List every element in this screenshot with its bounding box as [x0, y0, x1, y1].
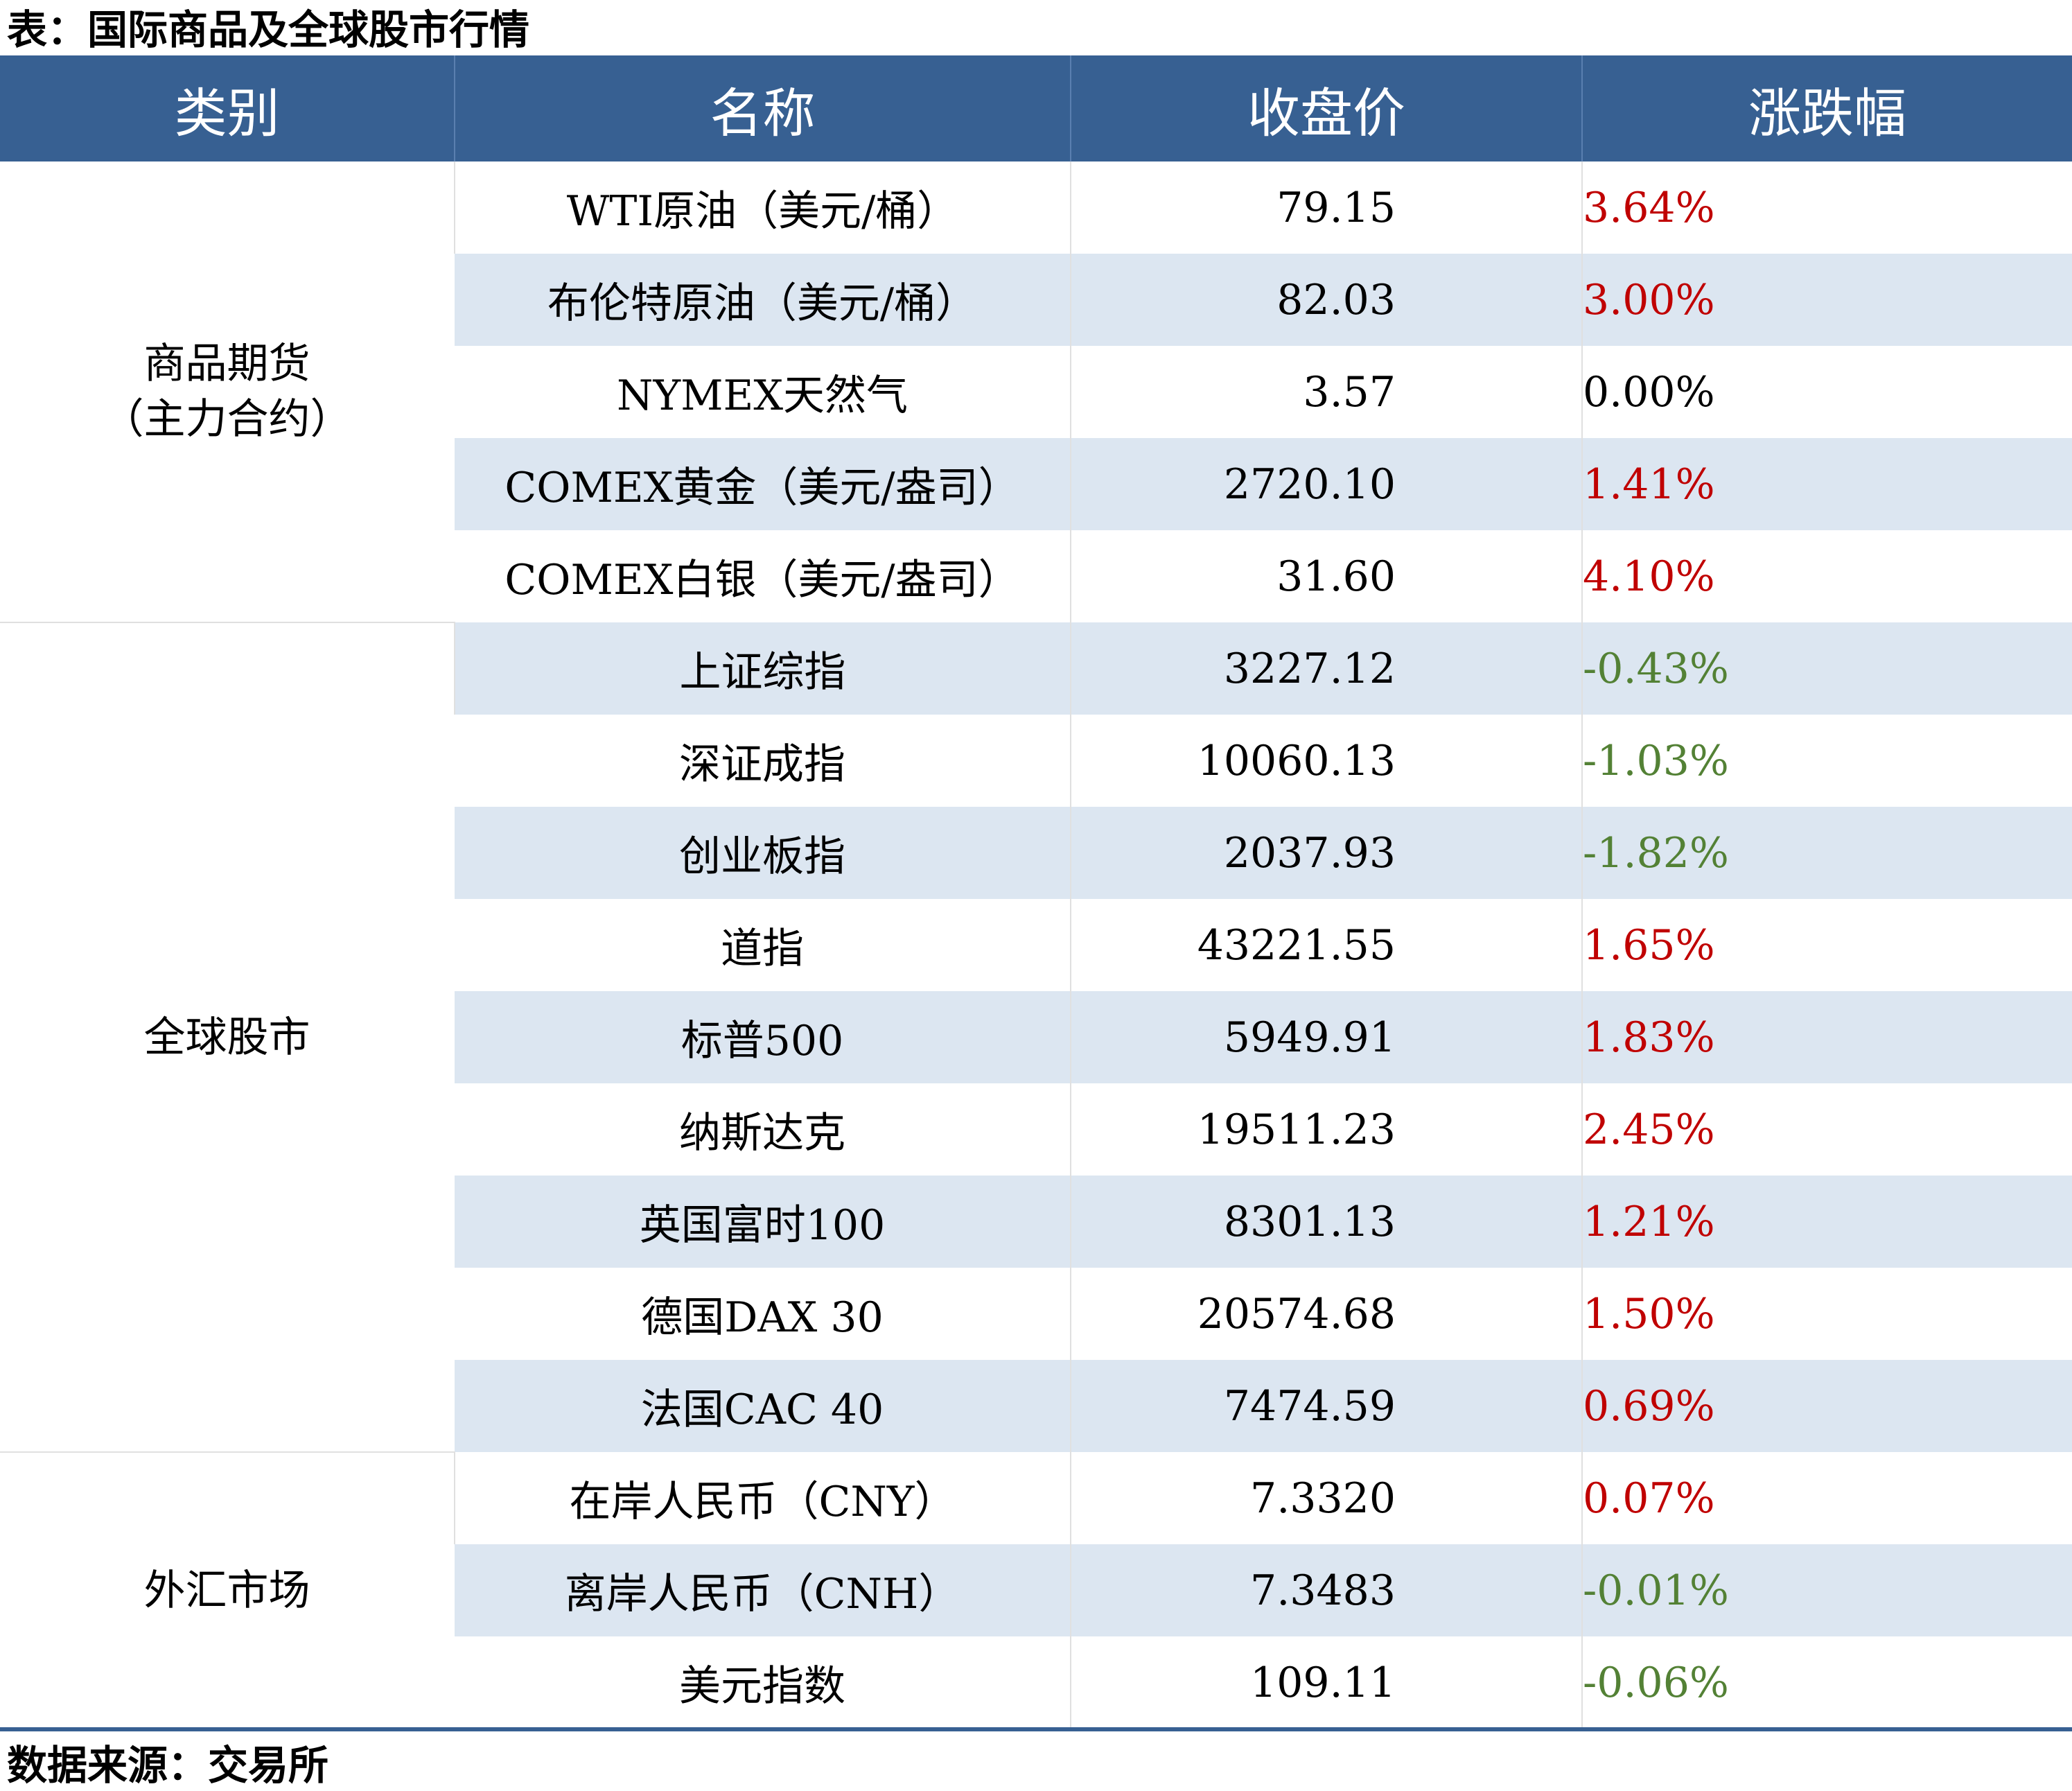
- header-category: 类别: [0, 55, 455, 161]
- change-cell: 2.45%: [1581, 1083, 2072, 1176]
- price-cell: 3227.12: [1070, 622, 1582, 715]
- name-cell: 在岸人民币（CNY）: [454, 1452, 1071, 1544]
- change-cell: 4.10%: [1581, 530, 2072, 622]
- category-cell: 全球股市: [0, 622, 455, 1453]
- name-cell: 布伦特原油（美元/桶）: [455, 254, 1071, 346]
- table-row: 深证成指 10060.13 -1.03%: [0, 715, 2072, 807]
- name-cell: 上证综指: [454, 622, 1071, 715]
- table-row: 布伦特原油（美元/桶） 82.03 3.00%: [0, 254, 2072, 346]
- table-row: 道指 43221.55 1.65%: [0, 899, 2072, 991]
- price-cell: 3.57: [1070, 346, 1582, 438]
- name-cell: 美元指数: [679, 1662, 845, 1711]
- name-cell: COMEX黄金（美元/盎司）: [455, 438, 1071, 530]
- table-row: 商品期货 （主力合约） WTI原油（美元/桶） 79.15 3.64%: [0, 161, 2072, 623]
- change-cell: -0.06%: [1581, 1636, 2072, 1729]
- change-cell: -0.43%: [1581, 622, 2072, 715]
- name-cell: 标普500: [455, 991, 1071, 1083]
- name-cell: 创业板指: [455, 807, 1071, 899]
- change-cell: -1.82%: [1581, 807, 2072, 899]
- table-row: COMEX白银（美元/盎司） 31.60 4.10%: [0, 530, 2072, 622]
- bottom-divider: [0, 1727, 2072, 1731]
- change-cell: 0.00%: [1581, 346, 2072, 438]
- price-cell: 19511.23: [1070, 1083, 1582, 1176]
- price-cell: 7474.59: [1070, 1360, 1582, 1452]
- table-row: 全球股市 上证综指 3227.12 -0.43%: [0, 622, 2072, 1453]
- market-table: 类别 名称 收盘价 涨跌幅 商品期货 （主力合约） WTI原油（美元/桶） 79.15…: [0, 55, 2072, 1729]
- name-cell: NYMEX天然气: [616, 372, 908, 420]
- category-cell: 商品期货 （主力合约）: [0, 161, 455, 623]
- table-row: NYMEX天然气 3.57 0.00%: [0, 346, 2072, 438]
- table-row: COMEX黄金（美元/盎司） 2720.10 1.41%: [0, 438, 2072, 530]
- change-cell: 1.50%: [1581, 1268, 2072, 1360]
- table-row: 外汇市场 在岸人民币（CNY） 7.3320 0.07%: [0, 1452, 2072, 1729]
- name-cell: 道指: [721, 925, 804, 973]
- change-cell: 3.64%: [1581, 161, 2072, 254]
- change-cell: -1.03%: [1581, 715, 2072, 807]
- name-cell: WTI原油（美元/桶）: [454, 161, 1071, 254]
- price-cell: 8301.13: [1070, 1176, 1582, 1268]
- change-cell: 0.07%: [1581, 1452, 2072, 1544]
- change-cell: 0.69%: [1581, 1360, 2072, 1452]
- price-cell: 2720.10: [1070, 438, 1582, 530]
- table-row: 离岸人民币（CNH） 7.3483 -0.01%: [0, 1544, 2072, 1636]
- name-cell: COMEX白银（美元/盎司）: [504, 556, 1020, 604]
- category-cell: 外汇市场: [0, 1452, 455, 1729]
- price-cell: 20574.68: [1070, 1268, 1582, 1360]
- table-row: 标普500 5949.91 1.83%: [0, 991, 2072, 1083]
- source-note: 数据来源：交易所: [7, 1742, 329, 1789]
- name-cell: 法国CAC 40: [455, 1360, 1071, 1452]
- header-price: 收盘价: [1070, 55, 1582, 161]
- table-row: 法国CAC 40 7474.59 0.69%: [0, 1360, 2072, 1452]
- price-cell: 79.15: [1070, 161, 1582, 254]
- price-cell: 7.3320: [1070, 1452, 1582, 1544]
- change-cell: -0.01%: [1581, 1544, 2072, 1636]
- header-row: 类别 名称 收盘价 涨跌幅: [0, 55, 2072, 161]
- name-cell: 离岸人民币（CNH）: [455, 1544, 1071, 1636]
- price-cell: 31.60: [1070, 530, 1582, 622]
- name-cell: 德国DAX 30: [641, 1293, 884, 1342]
- table-row: 创业板指 2037.93 -1.82%: [0, 807, 2072, 899]
- name-cell: 英国富时100: [455, 1176, 1071, 1268]
- header-name: 名称: [454, 55, 1071, 161]
- price-cell: 10060.13: [1070, 715, 1582, 807]
- price-cell: 109.11: [1070, 1636, 1582, 1729]
- table-row: 德国DAX 30 20574.68 1.50%: [0, 1268, 2072, 1360]
- table-row: 纳斯达克 19511.23 2.45%: [0, 1083, 2072, 1176]
- change-cell: 1.21%: [1581, 1176, 2072, 1268]
- price-cell: 43221.55: [1070, 899, 1582, 991]
- table-row: 英国富时100 8301.13 1.21%: [0, 1176, 2072, 1268]
- name-cell: 纳斯达克: [679, 1109, 845, 1157]
- change-cell: 1.65%: [1581, 899, 2072, 991]
- price-cell: 82.03: [1070, 254, 1582, 346]
- change-cell: 1.83%: [1581, 991, 2072, 1083]
- header-change: 涨跌幅: [1581, 55, 2072, 161]
- price-cell: 2037.93: [1070, 807, 1582, 899]
- table-title: 表：国际商品及全球股市行情: [7, 6, 530, 53]
- price-cell: 5949.91: [1070, 991, 1582, 1083]
- table-row: 美元指数 109.11 -0.06%: [0, 1636, 2072, 1729]
- name-cell: 深证成指: [679, 740, 845, 789]
- price-cell: 7.3483: [1070, 1544, 1582, 1636]
- change-cell: 3.00%: [1581, 254, 2072, 346]
- change-cell: 1.41%: [1581, 438, 2072, 530]
